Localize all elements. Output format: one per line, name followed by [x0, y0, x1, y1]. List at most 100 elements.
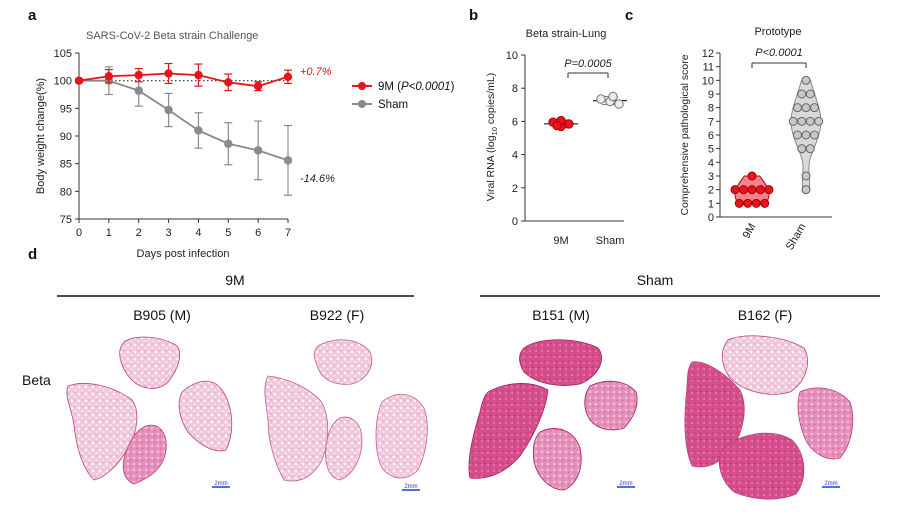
- chart-c-point-sham: [805, 116, 815, 126]
- chart-c-point-sham: [788, 116, 798, 126]
- chart-c-ytick-label: 1: [708, 198, 714, 210]
- sample-b905: B905 (M): [133, 307, 191, 323]
- chart-b-ytick-label: 10: [506, 50, 518, 62]
- chart-viral-rna: Beta strain-Lung 0 2 4 6 8 10 P=0.0005 9M Sha…: [485, 28, 627, 247]
- chart-a-point-sham: [224, 139, 233, 148]
- chart-c-ytick-label: 7: [708, 116, 714, 128]
- chart-a-ytick-label: 75: [60, 214, 72, 226]
- chart-c-point-sham: [801, 185, 811, 195]
- chart-a-point-9m: [164, 69, 173, 78]
- legend-sham-marker: [358, 100, 366, 108]
- chart-a-ytick-label: 100: [54, 76, 72, 88]
- histology-image-b905: [66, 336, 233, 485]
- histology-image-b922: [264, 339, 428, 482]
- histology-row-label: Beta: [22, 372, 51, 388]
- chart-b-ylabel: Viral RNA (log10 copies/mL): [485, 73, 499, 201]
- tissue-b922-2: [264, 375, 329, 482]
- chart-c-ytick-label: 4: [708, 157, 714, 169]
- chart-a-xtick-label: 7: [285, 227, 291, 239]
- chart-a-series-line-9m: [78, 72, 289, 88]
- chart-a-point-9m: [194, 70, 203, 80]
- chart-a-point-sham: [164, 105, 173, 115]
- chart-c-point-9m: [747, 171, 757, 181]
- chart-a-xlabel: Days post infection: [137, 248, 230, 260]
- histology-image-b162: [684, 335, 854, 500]
- chart-c-point-sham: [793, 130, 802, 140]
- tissue-b151-4: [532, 428, 582, 491]
- chart-c-point-sham: [801, 171, 811, 181]
- panel-letter-a: a: [28, 7, 37, 24]
- chart-a-ylabel: Body weight change(%): [35, 78, 47, 194]
- tissue-b905-1: [119, 336, 181, 389]
- tissue-b922-4: [325, 416, 363, 481]
- chart-c-ylabel: Comprehensive pathological score: [679, 54, 691, 215]
- chart-a-legend: 9M (P<0.0001) Sham: [352, 81, 455, 111]
- sample-b922: B922 (F): [310, 307, 364, 323]
- chart-c-point-sham: [801, 130, 811, 140]
- chart-c-title: Prototype: [754, 26, 801, 38]
- tissue-b905-4: [122, 424, 167, 485]
- legend-9m-marker: [358, 82, 366, 90]
- chart-c-point-sham: [805, 144, 815, 154]
- chart-a-xtick-label: 6: [255, 227, 261, 239]
- chart-c-point-sham: [814, 116, 824, 126]
- legend-sham-label: Sham: [378, 99, 408, 111]
- chart-c-point-sham: [797, 89, 807, 99]
- chart-a-xtick-label: 0: [76, 227, 82, 239]
- tissue-b151-2: [468, 383, 549, 479]
- chart-a-point-9m: [224, 78, 233, 87]
- tissue-b905-2: [66, 383, 138, 481]
- chart-a-xtick-label: 4: [195, 227, 201, 239]
- tissue-b151-1: [519, 339, 603, 386]
- chart-a-sham-end-label: -14.6%: [300, 173, 335, 185]
- chart-a-ytick-label: 95: [60, 103, 72, 115]
- chart-a-ytick-label: 90: [60, 131, 72, 143]
- chart-body-weight: SARS-CoV-2 Beta strain Challenge 7580859…: [35, 30, 455, 260]
- chart-a-point-9m: [74, 76, 84, 85]
- chart-c-ytick-label: 11: [703, 62, 714, 74]
- histology-group-sham: Sham: [637, 272, 674, 288]
- tissue-b922-3: [375, 394, 428, 479]
- chart-c-point-9m: [760, 198, 770, 208]
- chart-c-point-9m: [739, 185, 748, 195]
- scalebar-b151-label: 2mm: [619, 481, 632, 487]
- chart-c-point-sham: [810, 103, 819, 113]
- panel-letter-d: d: [28, 246, 37, 263]
- tissue-b162-1: [721, 335, 808, 395]
- chart-b-ytick-label: 6: [512, 116, 518, 128]
- chart-b-point-9m: [552, 120, 562, 131]
- tissue-b922-1: [313, 339, 373, 385]
- chart-a-point-sham: [253, 146, 263, 155]
- panel-letter-b: b: [469, 7, 478, 24]
- chart-a-point-9m: [134, 70, 143, 80]
- chart-b-ytick-label: 0: [512, 216, 518, 228]
- chart-c-ytick-label: 8: [708, 103, 714, 115]
- chart-b-title: Beta strain-Lung: [526, 28, 607, 40]
- chart-a-xtick-label: 3: [166, 227, 172, 239]
- chart-a-title: SARS-CoV-2 Beta strain Challenge: [86, 30, 258, 42]
- chart-c-ytick-label: 9: [708, 89, 714, 101]
- chart-c-point-9m: [756, 185, 765, 195]
- chart-c-ytick-label: 3: [708, 171, 714, 183]
- chart-a-point-9m: [283, 72, 293, 81]
- chart-a-point-9m: [253, 82, 263, 91]
- chart-b-point-9m: [564, 119, 574, 129]
- chart-a-ytick-label: 80: [60, 186, 72, 198]
- chart-c-point-sham: [797, 116, 807, 126]
- chart-a-ytick-label: 105: [54, 48, 72, 60]
- panel-letter-c: c: [625, 7, 633, 24]
- chart-c-xtick-sham: Sham: [784, 222, 809, 253]
- chart-c-point-sham: [801, 75, 811, 85]
- chart-b-significance: P=0.0005: [564, 58, 612, 70]
- sample-b162: B162 (F): [738, 307, 792, 323]
- tissue-b151-3: [584, 380, 638, 431]
- chart-a-xtick-label: 5: [225, 227, 231, 239]
- tissue-b905-3: [178, 380, 233, 452]
- scalebar-b922-label: 2mm: [404, 484, 417, 490]
- chart-c-xtick-9m: 9M: [741, 222, 759, 241]
- tissue-b162-4: [797, 387, 854, 460]
- chart-a-series-line-sham: [79, 79, 289, 162]
- chart-c-ytick-label: 12: [702, 48, 714, 60]
